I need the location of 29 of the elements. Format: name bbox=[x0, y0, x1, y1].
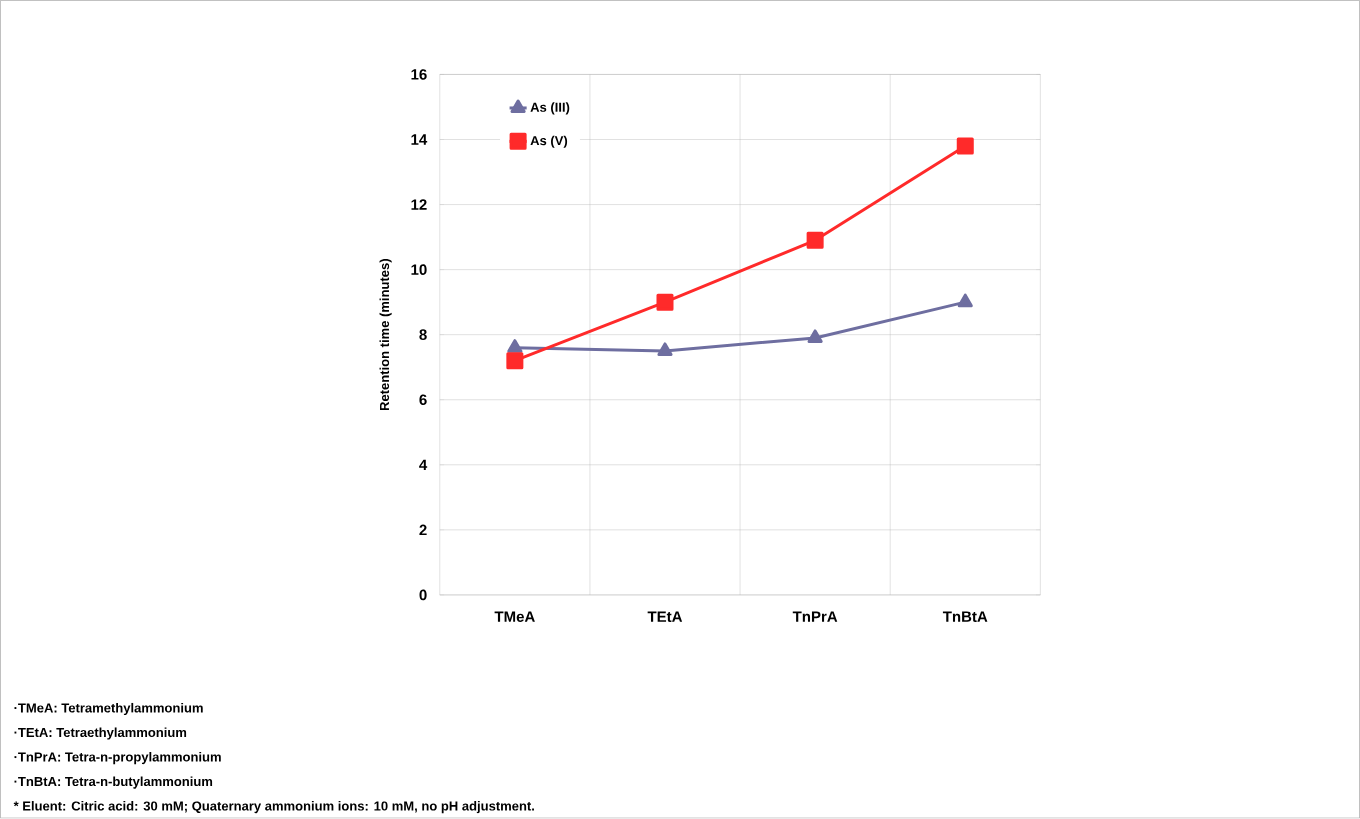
y-tick-label: 8 bbox=[419, 329, 427, 341]
text: ·TnBtA: Tetra-n-butylammonium bbox=[14, 776, 213, 789]
x-tick-label: TnBtA bbox=[942, 611, 988, 623]
legend-label: As (V) bbox=[530, 135, 568, 149]
point bbox=[806, 232, 824, 250]
text: ·TMeA: Tetramethylammonium bbox=[14, 703, 203, 716]
y-tick-label: 14 bbox=[411, 134, 428, 145]
point bbox=[506, 352, 524, 370]
text: * Eluent: Citric acid: 30 mM; Quaternary ammonium ions: 10 mM, no pH adjustment. bbox=[13, 801, 534, 814]
x-tick-label: TnPrA bbox=[792, 611, 838, 623]
x-tick-label: TMeA bbox=[494, 611, 535, 623]
y-tick-label: 6 bbox=[419, 394, 427, 406]
point bbox=[657, 342, 673, 357]
y-axis-title: Retention time (minutes) bbox=[379, 259, 392, 411]
point bbox=[656, 293, 674, 311]
x-tick-label: TEtA bbox=[647, 611, 683, 623]
y-tick-label: 12 bbox=[411, 199, 427, 211]
text: ·TnPrA: Tetra-n-propylammonium bbox=[14, 752, 221, 765]
y-tick-label: 2 bbox=[419, 524, 427, 536]
y-tick-label: 0 bbox=[419, 589, 427, 601]
y-tick-label: 16 bbox=[411, 69, 427, 80]
point bbox=[956, 137, 974, 155]
point bbox=[507, 339, 523, 353]
y-tick-label: 10 bbox=[411, 264, 427, 276]
point bbox=[957, 293, 973, 308]
y-tick-label: 4 bbox=[419, 459, 428, 471]
legend-label: As (III) bbox=[530, 102, 570, 115]
text: ·TEtA: Tetraethylammonium bbox=[14, 727, 187, 740]
point bbox=[807, 329, 823, 344]
